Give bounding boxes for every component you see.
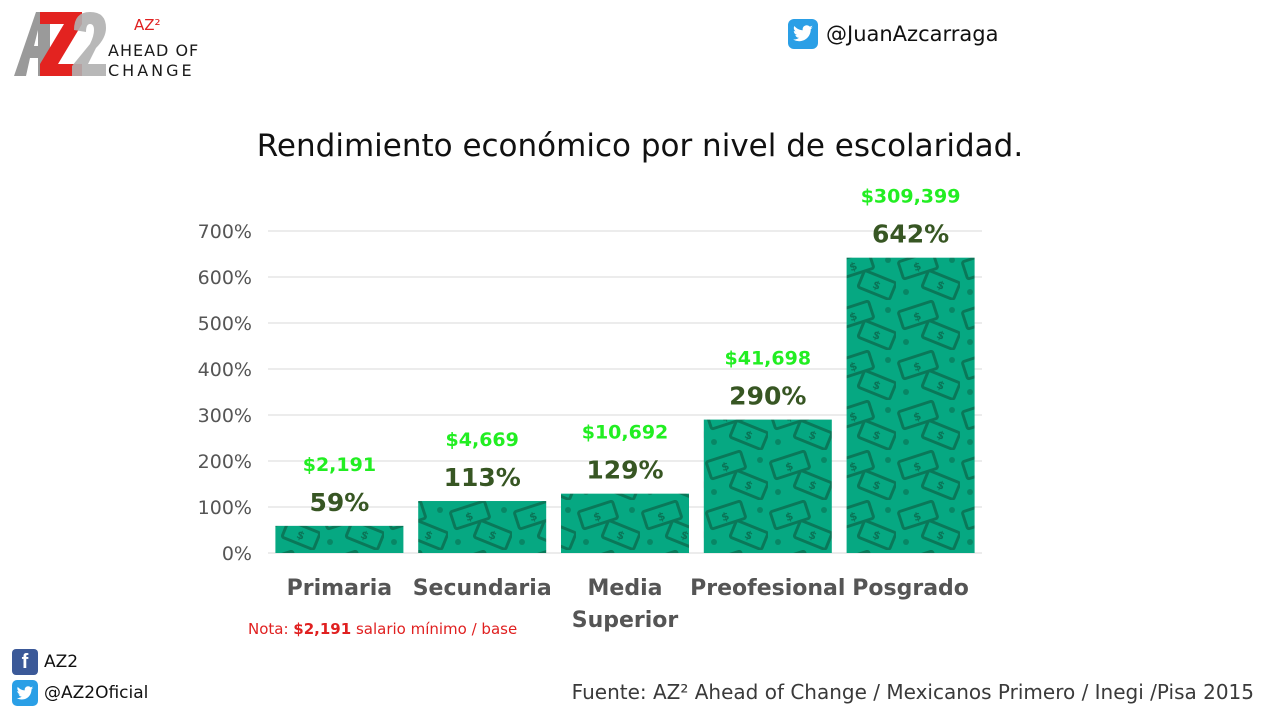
amount-label: $10,692	[582, 422, 669, 444]
y-tick-label: 700%	[198, 221, 252, 243]
percent-label: 642%	[872, 220, 949, 249]
x-axis-categories: Primaria Secundaria Media Superior Preofesio…	[287, 576, 969, 633]
amount-label: $309,399	[861, 186, 961, 208]
bar-media-superior	[561, 493, 689, 553]
note-suffix: salario mínimo / base	[351, 620, 518, 638]
amount-label: $41,698	[725, 348, 812, 370]
az2-logo-mark-icon	[14, 12, 106, 76]
y-tick-label: 100%	[198, 497, 252, 519]
bar-preofesional	[703, 419, 832, 553]
twitter-bird-icon	[12, 680, 38, 706]
category-label: Secundaria	[413, 576, 552, 601]
percent-label: 113%	[444, 463, 521, 492]
y-tick-label: 300%	[198, 405, 252, 427]
twitter-handle-top[interactable]: @JuanAzcarraga	[788, 18, 998, 50]
amount-label: $4,669	[446, 429, 519, 451]
twitter-footer-label: @AZ2Oficial	[44, 683, 149, 703]
logo-badge: AZ²	[134, 16, 161, 34]
percent-label: 290%	[729, 382, 806, 411]
category-label: Posgrado	[852, 576, 969, 601]
y-tick-label: 0%	[222, 543, 252, 565]
az2-logo: AZ² AHEAD OF CHANGE	[10, 8, 210, 84]
y-axis-ticks: 0% 100% 200% 300% 400% 500% 600% 700%	[198, 221, 252, 565]
twitter-handle-text: @JuanAzcarraga	[826, 22, 999, 46]
twitter-bird-icon	[788, 19, 818, 49]
category-label: Superior	[572, 608, 679, 633]
chart-title: Rendimiento económico por nivel de escol…	[256, 128, 1024, 164]
note-amount: $2,191	[293, 620, 352, 638]
source-text: Fuente: AZ² Ahead of Change / Mexicanos …	[571, 680, 1254, 704]
amount-label: $2,191	[303, 454, 376, 476]
facebook-icon: f	[12, 649, 38, 675]
category-label: Preofesional	[690, 576, 845, 601]
twitter-link-footer[interactable]: @AZ2Oficial	[12, 680, 148, 706]
facebook-link[interactable]: f AZ2	[12, 649, 78, 675]
bar-secundaria	[418, 501, 547, 553]
data-labels: 59% $2,191 113% $4,669 129% $10,692 290% $41,69…	[303, 186, 961, 517]
percent-label: 59%	[309, 488, 369, 517]
y-tick-label: 400%	[198, 359, 252, 381]
category-label: Primaria	[287, 576, 393, 601]
y-tick-label: 600%	[198, 267, 252, 289]
note-prefix: Nota:	[248, 620, 294, 638]
logo-line-1: AHEAD OF	[108, 41, 200, 60]
bars	[275, 257, 975, 553]
note-text: Nota: $2,191 salario mínimo / base	[248, 620, 517, 638]
bar-primaria	[275, 525, 404, 553]
facebook-label: AZ2	[44, 652, 79, 672]
logo-line-2: CHANGE	[108, 61, 195, 80]
y-tick-label: 200%	[198, 451, 252, 473]
bar-posgrado	[846, 257, 975, 553]
category-label: Media	[588, 576, 663, 601]
y-tick-label: 500%	[198, 313, 252, 335]
percent-label: 129%	[586, 456, 663, 485]
